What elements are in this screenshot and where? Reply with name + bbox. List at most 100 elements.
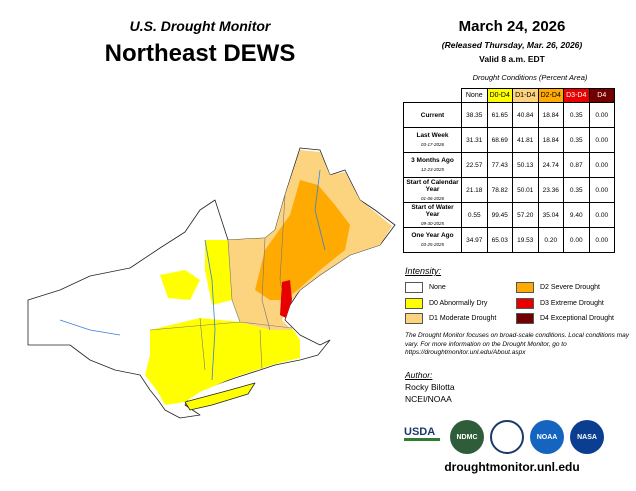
- row-date: 03-17-2026: [420, 142, 445, 147]
- value-cell: 38.35: [461, 102, 488, 128]
- value-cell: 0.00: [588, 152, 615, 178]
- row-label-cell: Current: [403, 102, 462, 128]
- row-date: 09-30-2025: [420, 220, 445, 226]
- legend-swatch: [405, 313, 423, 324]
- legend-label: D4 Exceptional Drought: [540, 315, 614, 322]
- column-header: D0-D4: [486, 88, 513, 103]
- value-cell: 77.43: [486, 152, 513, 178]
- value-cell: 0.00: [588, 227, 615, 253]
- value-cell: 18.84: [537, 127, 564, 153]
- row-label: Start of Calendar Year: [406, 178, 459, 193]
- value-cell: 65.03: [486, 227, 513, 253]
- value-cell: 61.65: [486, 102, 513, 128]
- value-cell: 50.01: [512, 177, 539, 203]
- value-cell: 0.87: [563, 152, 590, 178]
- river: [59, 319, 121, 336]
- logo-commerce: [490, 420, 524, 454]
- value-cell: 23.36: [537, 177, 564, 203]
- region-title: Northeast DEWS: [104, 40, 296, 67]
- value-cell: 18.84: [537, 102, 564, 128]
- note: The Drought Monitor focuses on broad-sca…: [405, 332, 630, 356]
- value-cell: 0.20: [537, 227, 564, 253]
- long-island: [184, 382, 256, 411]
- row-label-cell: Last Week 03-17-2026: [403, 127, 462, 153]
- legend-swatch: [516, 297, 534, 309]
- legend-swatch: [516, 313, 534, 324]
- value-cell: 78.82: [486, 177, 513, 203]
- value-cell: 41.81: [512, 127, 539, 153]
- row-label: 3 Months Ago: [411, 157, 454, 164]
- row-label: Current: [420, 111, 445, 119]
- row-label-cell: 3 Months Ago 12-23-2025: [403, 152, 462, 178]
- legend-swatch: [516, 282, 534, 293]
- drought-map: [27, 147, 396, 419]
- map-date: March 24, 2026: [458, 18, 566, 35]
- row-date: 12-23-2025: [420, 167, 445, 172]
- value-cell: 0.35: [563, 102, 590, 128]
- value-cell: 0.00: [588, 102, 615, 128]
- state-line: [227, 239, 241, 323]
- value-cell: 21.18: [461, 177, 488, 203]
- table-row: 3 Months Ago 12-23-2025 22.57 77.43 50.13 24.…: [403, 152, 615, 178]
- value-cell: 68.69: [486, 127, 513, 153]
- value-cell: 22.57: [461, 152, 488, 178]
- column-header: None: [461, 88, 488, 103]
- value-cell: 31.31: [461, 127, 488, 153]
- table-row: Last Week 03-17-2026 31.31 68.69 41.81 18.84 0…: [403, 127, 615, 153]
- logo-nasa: NASA: [570, 420, 604, 454]
- value-cell: 24.74: [537, 152, 564, 178]
- value-cell: 99.45: [486, 202, 513, 228]
- value-cell: 57.20: [512, 202, 539, 228]
- table-caption: Drought Conditions (Percent Area): [472, 73, 588, 82]
- table-row: Start of Water Year 09-30-2025 0.55 99.45 57…: [403, 202, 615, 228]
- value-cell: 0.35: [563, 177, 590, 203]
- value-cell: 19.53: [512, 227, 539, 253]
- d0-area: [205, 240, 232, 305]
- column-header: D2-D4: [537, 88, 564, 103]
- legend-item: D2 Severe Drought: [516, 282, 600, 293]
- d0-area: [145, 318, 300, 405]
- column-header: D3-D4: [563, 88, 590, 103]
- d0-area: [160, 270, 200, 300]
- value-cell: 0.00: [588, 127, 615, 153]
- table-row: One Year Ago 03-25-2025 34.97 65.03 19.53 0.2…: [403, 227, 615, 253]
- value-cell: 0.00: [588, 202, 615, 228]
- corner: [403, 88, 462, 103]
- row-date: 01-06-2026: [420, 195, 445, 201]
- legend-swatch: [405, 297, 423, 309]
- legend-title: Intensity:: [405, 266, 442, 276]
- state-line: [149, 321, 293, 331]
- d2-area: [255, 180, 350, 300]
- value-cell: 35.04: [537, 202, 564, 228]
- legend-item: None: [405, 282, 446, 293]
- legend-item: D0 Abnormally Dry: [405, 297, 487, 309]
- legend-item: D3 Extreme Drought: [516, 297, 604, 309]
- table-row: Current 38.35 61.65 40.84 18.84 0.35 0.00: [403, 102, 615, 128]
- author-org: NCEI/NOAA: [405, 394, 452, 404]
- row-label-cell: One Year Ago 03-25-2025: [403, 227, 462, 253]
- author-title: Author:: [405, 370, 433, 380]
- river: [204, 239, 216, 381]
- value-cell: 40.84: [512, 102, 539, 128]
- legend-swatch: [405, 282, 423, 293]
- logo-ndmc: NDMC: [450, 420, 484, 454]
- row-date: 03-25-2025: [420, 242, 445, 247]
- row-label-cell: Start of Calendar Year 01-06-2026: [403, 177, 462, 203]
- value-cell: 50.13: [512, 152, 539, 178]
- legend-item: D4 Exceptional Drought: [516, 313, 614, 324]
- legend-label: D1 Moderate Drought: [429, 315, 497, 322]
- value-cell: 9.40: [563, 202, 590, 228]
- column-header: D1-D4: [512, 88, 539, 103]
- value-cell: 0.00: [588, 177, 615, 203]
- row-label-cell: Start of Water Year 09-30-2025: [403, 202, 462, 228]
- state-line: [279, 194, 286, 291]
- table-row: Start of Calendar Year 01-06-2026 21.18 78.…: [403, 177, 615, 203]
- footer-url: droughtmonitor.unl.edu: [444, 460, 580, 474]
- legend-label: None: [429, 284, 446, 291]
- value-cell: 0.35: [563, 127, 590, 153]
- author-name: Rocky Bilotta: [405, 382, 455, 392]
- legend-label: D3 Extreme Drought: [540, 299, 604, 307]
- state-line: [261, 237, 271, 331]
- state-line: [259, 329, 263, 371]
